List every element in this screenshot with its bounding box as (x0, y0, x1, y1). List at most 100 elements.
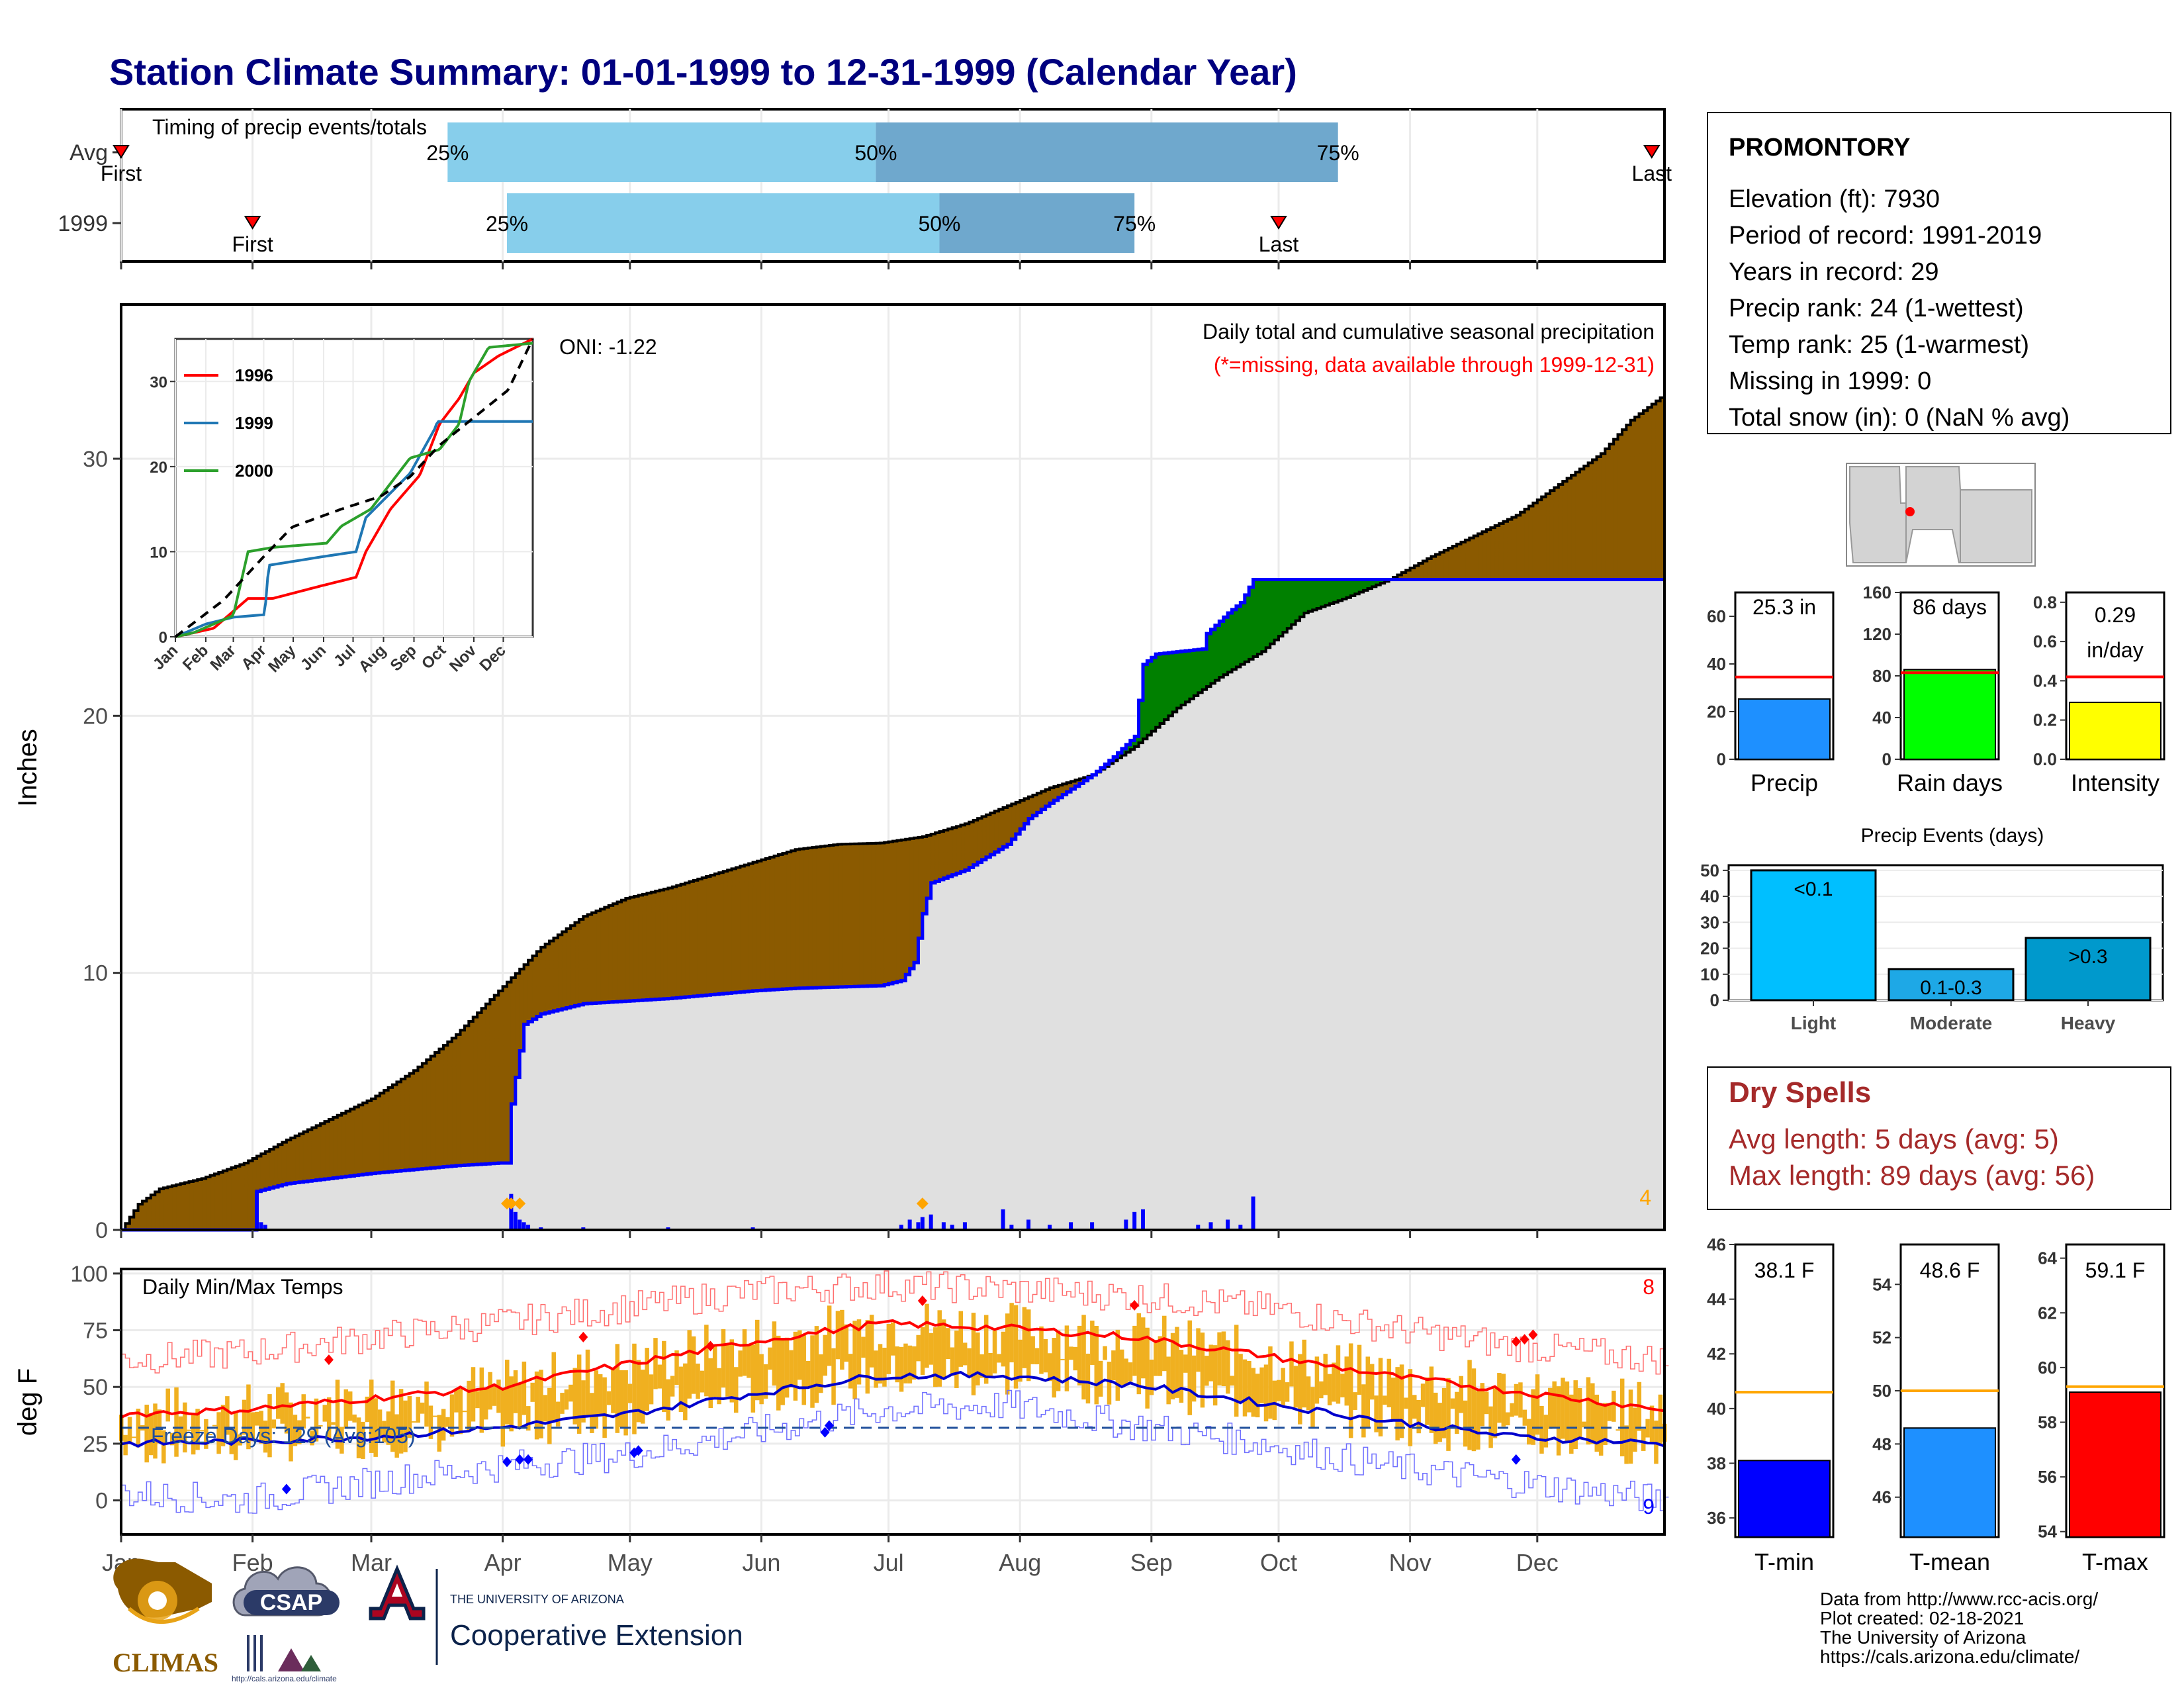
daily-temp-range-bar (789, 1350, 794, 1387)
record-high-marker (1130, 1299, 1140, 1311)
daily-temp-range-bar (1319, 1381, 1324, 1399)
daily-temp-range-bar (1277, 1380, 1281, 1401)
daily-temp-range-bar (1582, 1421, 1586, 1428)
daily-precip-bar (1251, 1196, 1255, 1230)
daily-temp-range-bar (297, 1420, 302, 1444)
daily-temp-range-bar (976, 1332, 980, 1385)
daily-temp-range-bar (1429, 1366, 1434, 1433)
daily-temp-range-bar (347, 1391, 353, 1421)
daily-temp-range-bar (377, 1409, 383, 1437)
missing-data-marker (505, 1197, 518, 1210)
events-y-tick-label: 20 (1700, 939, 1719, 959)
events-bar-label: <0.1 (1794, 878, 1833, 900)
daily-temp-range-bar (1154, 1339, 1158, 1376)
temp-bar-label: T-max (2082, 1548, 2148, 1575)
daily-precip-bar (1196, 1225, 1201, 1230)
temp-y-tick-label: 25 (83, 1432, 108, 1457)
mini-bar-label: Rain days (1897, 769, 2003, 796)
record-low-marker (281, 1483, 291, 1495)
mini-bar-tick-label: 0.4 (2033, 671, 2058, 690)
daily-temp-range-bar (572, 1368, 578, 1425)
footer-line-url: https://cals.arizona.edu/climate/ (1820, 1646, 2079, 1667)
daily-temp-range-bar (768, 1347, 772, 1370)
daily-temp-range-bar (1404, 1397, 1408, 1409)
daily-temp-range-bar (136, 1409, 141, 1448)
daily-temp-range-bar (954, 1330, 959, 1388)
daily-temp-range-bar (199, 1430, 205, 1432)
daily-precip-bar (1238, 1225, 1243, 1230)
daily-temp-range-bar (483, 1388, 488, 1420)
precip-y-tick-label: 20 (83, 704, 108, 729)
daily-temp-range-bar (1043, 1338, 1048, 1373)
daily-temp-range-bar (983, 1315, 989, 1384)
daily-temp-range-bar (708, 1358, 713, 1409)
temp-bar-label: T-mean (1909, 1548, 1990, 1575)
events-category-label: Heavy (2061, 1013, 2116, 1033)
daily-temp-range-bar (666, 1379, 670, 1421)
daily-temp-range-bar (479, 1367, 484, 1433)
daily-temp-range-bar (683, 1363, 688, 1421)
station-name: PROMONTORY (1729, 134, 1910, 162)
daily-temp-range-bar (835, 1311, 841, 1360)
daily-precip-bar (907, 1219, 912, 1230)
daily-temp-range-bar (1251, 1368, 1256, 1417)
daily-temp-range-bar (267, 1394, 272, 1458)
daily-temp-range-bar (1535, 1374, 1540, 1435)
daily-temp-range-bar (153, 1403, 158, 1459)
daily-temp-range-bar (738, 1350, 743, 1377)
daily-temp-range-bar (1526, 1419, 1531, 1445)
daily-temp-range-bar (1619, 1378, 1625, 1457)
daily-precip-bar (1069, 1222, 1073, 1230)
record-high-marker (917, 1295, 927, 1306)
daily-temp-range-bar (1158, 1336, 1163, 1376)
record-low-marker (515, 1454, 525, 1465)
temp-bar-tick-label: 60 (2038, 1358, 2057, 1378)
daily-temp-range-bar (937, 1310, 942, 1387)
daily-temp-range-bar (1098, 1360, 1103, 1397)
hot-record-count: 8 (1643, 1275, 1655, 1299)
record-low-line (121, 1389, 1669, 1514)
daily-temp-range-bar (543, 1395, 548, 1422)
daily-temp-range-bar (649, 1374, 654, 1405)
daily-temp-range-bar (1327, 1374, 1332, 1405)
daily-temp-range-bar (1302, 1339, 1306, 1408)
daily-temp-range-bar (369, 1380, 374, 1453)
daily-temp-range-bar (899, 1346, 904, 1392)
daily-temp-range-bar (1480, 1383, 1485, 1427)
daily-temp-range-bar (331, 1422, 336, 1425)
daily-temp-range-bar (412, 1421, 416, 1423)
daily-temp-range-bar (662, 1340, 666, 1413)
record-high-marker (1511, 1336, 1521, 1347)
last-event-marker (1270, 216, 1287, 230)
daily-temp-range-bar (1013, 1305, 1019, 1389)
mini-bar-value: 25.3 in (1752, 595, 1816, 619)
daily-temp-range-bar (1281, 1368, 1285, 1406)
daily-temp-range-bar (929, 1333, 934, 1365)
daily-temp-range-bar (754, 1319, 760, 1401)
daily-temp-range-bar (903, 1343, 908, 1383)
daily-temp-range-bar (763, 1364, 768, 1399)
daily-temp-range-bar (645, 1348, 649, 1411)
daily-temp-range-bar (1390, 1378, 1396, 1420)
temp-bar-t-mean (1903, 1427, 1996, 1538)
daily-temp-range-bar (352, 1414, 357, 1423)
daily-temp-range-bar (1022, 1307, 1027, 1368)
events-y-tick-label: 30 (1700, 912, 1719, 932)
station-info-box: PROMONTORY Elevation (ft): 7930 Period o… (1707, 112, 2171, 434)
daily-temp-range-bar (420, 1402, 425, 1414)
daily-temp-range-bar (979, 1354, 985, 1378)
daily-temp-range-bar (920, 1327, 925, 1375)
missing-data-marker (514, 1197, 526, 1210)
events-category-label: Moderate (1910, 1013, 1992, 1033)
csap-logo-url: http://cals.arizona.edu/climate (232, 1674, 337, 1683)
daily-precip-bar (1124, 1219, 1128, 1230)
avg-tmin-line (120, 1370, 1665, 1448)
mini-bar-rain-days (1903, 669, 1996, 760)
temp-bar-tick-label: 44 (1707, 1289, 1726, 1309)
record-low-marker (820, 1427, 830, 1438)
daily-temp-range-bar (1484, 1391, 1489, 1415)
daily-temp-range-bar (717, 1368, 721, 1405)
precip-frame (120, 303, 1666, 1231)
daily-temp-range-bar (471, 1367, 476, 1422)
